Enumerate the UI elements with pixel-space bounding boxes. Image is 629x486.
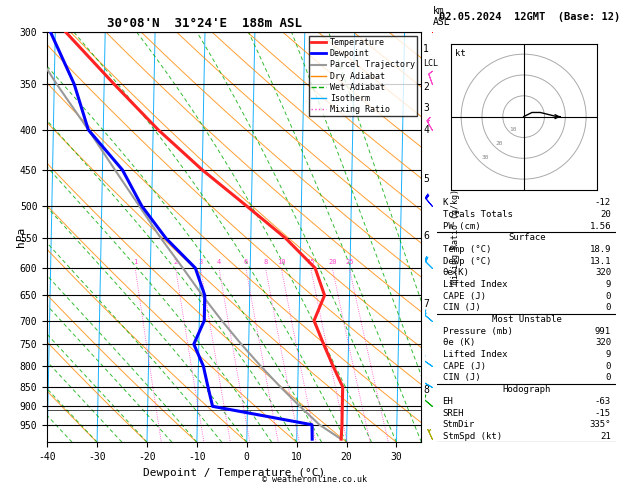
Text: LCL: LCL: [423, 59, 438, 68]
Text: θe(K): θe(K): [443, 268, 469, 278]
Text: PW (cm): PW (cm): [443, 222, 480, 230]
Text: 20: 20: [600, 210, 611, 219]
Text: 1: 1: [423, 44, 429, 54]
Text: StmSpd (kt): StmSpd (kt): [443, 432, 502, 441]
Text: 13.1: 13.1: [589, 257, 611, 266]
Text: 0: 0: [606, 362, 611, 371]
Text: 6: 6: [243, 259, 248, 264]
Text: 15: 15: [306, 259, 315, 264]
Text: CAPE (J): CAPE (J): [443, 362, 486, 371]
Text: 1.56: 1.56: [589, 222, 611, 230]
Text: 25: 25: [345, 259, 353, 264]
Text: 02.05.2024  12GMT  (Base: 12): 02.05.2024 12GMT (Base: 12): [439, 12, 620, 22]
Text: © weatheronline.co.uk: © weatheronline.co.uk: [262, 474, 367, 484]
Text: -15: -15: [595, 409, 611, 417]
Text: 2: 2: [174, 259, 178, 264]
Text: 5: 5: [423, 174, 429, 184]
Text: Dewp (°C): Dewp (°C): [443, 257, 491, 266]
X-axis label: Dewpoint / Temperature (°C): Dewpoint / Temperature (°C): [143, 468, 325, 478]
Text: 20: 20: [328, 259, 337, 264]
Text: 0: 0: [606, 373, 611, 382]
Text: km
ASL: km ASL: [433, 6, 450, 28]
Text: 3: 3: [423, 103, 429, 113]
Text: CIN (J): CIN (J): [443, 373, 480, 382]
Text: 9: 9: [606, 350, 611, 359]
Text: hPa: hPa: [16, 227, 26, 247]
Text: CIN (J): CIN (J): [443, 303, 480, 312]
Text: EH: EH: [443, 397, 454, 406]
Text: Surface: Surface: [508, 233, 545, 242]
Text: 10: 10: [277, 259, 286, 264]
Text: Temp (°C): Temp (°C): [443, 245, 491, 254]
Text: 1: 1: [133, 259, 137, 264]
Text: Lifted Index: Lifted Index: [443, 280, 507, 289]
Text: SREH: SREH: [443, 409, 464, 417]
Text: 320: 320: [595, 338, 611, 347]
Text: 7: 7: [423, 299, 429, 309]
Text: 20: 20: [495, 141, 503, 146]
Text: Pressure (mb): Pressure (mb): [443, 327, 513, 336]
Text: kt: kt: [455, 49, 465, 58]
Text: 4: 4: [217, 259, 221, 264]
Text: 30: 30: [481, 155, 489, 160]
Text: 18.9: 18.9: [589, 245, 611, 254]
Text: 8: 8: [423, 385, 429, 395]
Text: Hodograph: Hodograph: [503, 385, 551, 394]
Text: 8: 8: [264, 259, 268, 264]
Text: -63: -63: [595, 397, 611, 406]
Text: Lifted Index: Lifted Index: [443, 350, 507, 359]
Text: K: K: [443, 198, 448, 207]
Text: 3: 3: [199, 259, 203, 264]
Text: Mixing Ratio (g/kg): Mixing Ratio (g/kg): [452, 190, 460, 284]
Text: θe (K): θe (K): [443, 338, 475, 347]
Text: Most Unstable: Most Unstable: [492, 315, 562, 324]
Text: StmDir: StmDir: [443, 420, 475, 429]
Title: 30°08'N  31°24'E  188m ASL: 30°08'N 31°24'E 188m ASL: [107, 17, 302, 31]
Text: 2: 2: [423, 82, 429, 92]
Text: 0: 0: [606, 303, 611, 312]
Text: 0: 0: [606, 292, 611, 301]
Legend: Temperature, Dewpoint, Parcel Trajectory, Dry Adiabat, Wet Adiabat, Isotherm, Mi: Temperature, Dewpoint, Parcel Trajectory…: [309, 36, 417, 116]
Text: Totals Totals: Totals Totals: [443, 210, 513, 219]
Text: 320: 320: [595, 268, 611, 278]
Text: 4: 4: [423, 125, 429, 135]
Text: 9: 9: [606, 280, 611, 289]
Text: 10: 10: [509, 127, 517, 132]
Text: 335°: 335°: [589, 420, 611, 429]
Text: -12: -12: [595, 198, 611, 207]
Text: 991: 991: [595, 327, 611, 336]
Text: 6: 6: [423, 230, 429, 241]
Text: 21: 21: [600, 432, 611, 441]
Text: CAPE (J): CAPE (J): [443, 292, 486, 301]
